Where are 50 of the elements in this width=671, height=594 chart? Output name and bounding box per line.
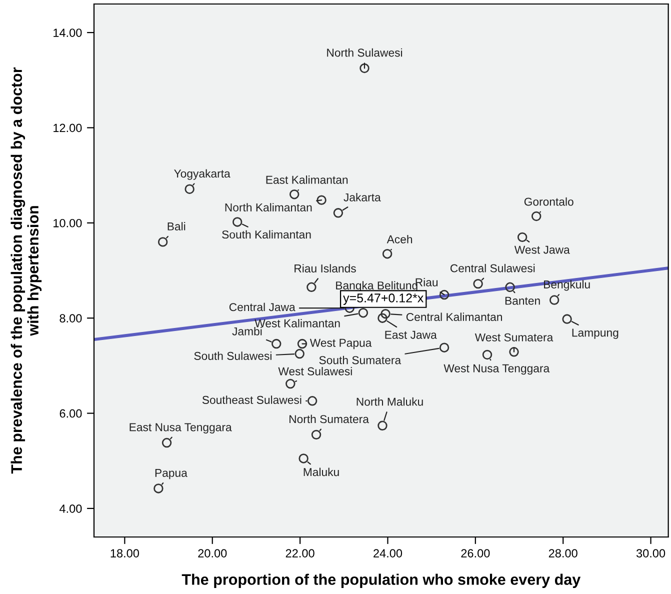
annotation: Lampung [572,328,618,339]
annotation: South Sumatera [319,356,402,364]
y-tick-label: 14.00 [54,28,82,37]
annotation: Central Sulawesi [450,264,535,272]
annotation: Bengkulu [544,280,590,291]
annotation: South Kalimantan [222,230,311,239]
y-tick-label: 4.00 [59,504,82,513]
annotation: Banten [505,296,540,305]
annotation: East Kalimantan [266,176,348,184]
annotation: Southeast Sulawesi [202,396,302,404]
y-tick-label: 8.00 [60,314,82,322]
y-tick-label: 6.00 [60,409,82,418]
annotation: North Sumatera [290,414,369,424]
x-tick-label: 28.00 [548,549,578,558]
annotation: Papua [155,468,188,480]
annotation: West Sumatera [474,333,554,342]
annotation: Yogyakarta [174,169,230,180]
annotation: West Papua [310,338,372,350]
y-tick-label: 12.00 [54,124,82,132]
annotation: West Kalimantan [254,319,340,328]
annotation: West Nusa Tenggara [444,364,550,375]
y-axis-title: The prevalence of the population diagnosed by a doctor with hypertension [10,67,42,474]
x-tick-label: 26.00 [461,549,490,558]
annotation: Jambi [232,327,262,336]
x-axis-title: The proportion of the population who smoke every day [182,574,581,588]
annotation: North Maluku [356,397,423,406]
annotation: Riau Islands [294,264,356,273]
annotation: Central Jawa [229,302,296,312]
annotation: North Sulawesi [327,48,402,57]
y-tick-label: 10.00 [54,218,82,228]
annotation: Riau [416,278,438,286]
annotation: South Sulawesi [194,352,272,360]
annotation: y=5.47+0.12*x [343,294,424,305]
annotation: Central Kalimantan [406,312,502,322]
x-tick-label: 30.00 [636,549,666,558]
annotation: Aceh [386,234,412,244]
annotation: East Jawa [385,330,437,339]
annotation: Bangka Belitung [336,281,418,292]
x-tick-label: 20.00 [198,549,227,558]
annotation: West Jawa [514,246,570,254]
annotation: East Nusa Tenggara [130,423,232,434]
annotation: Gorontalo [524,197,574,206]
x-tick-label: 22.00 [286,549,314,558]
annotation: Jakarta [344,193,381,202]
annotation: West Sulawesi [278,366,352,376]
annotation: Bali [168,222,186,230]
annotation: North Kalimantan [225,203,312,212]
x-tick-label: 18.00 [110,549,139,558]
x-tick-label: 24.00 [374,549,402,558]
annotation: Maluku [304,468,339,476]
